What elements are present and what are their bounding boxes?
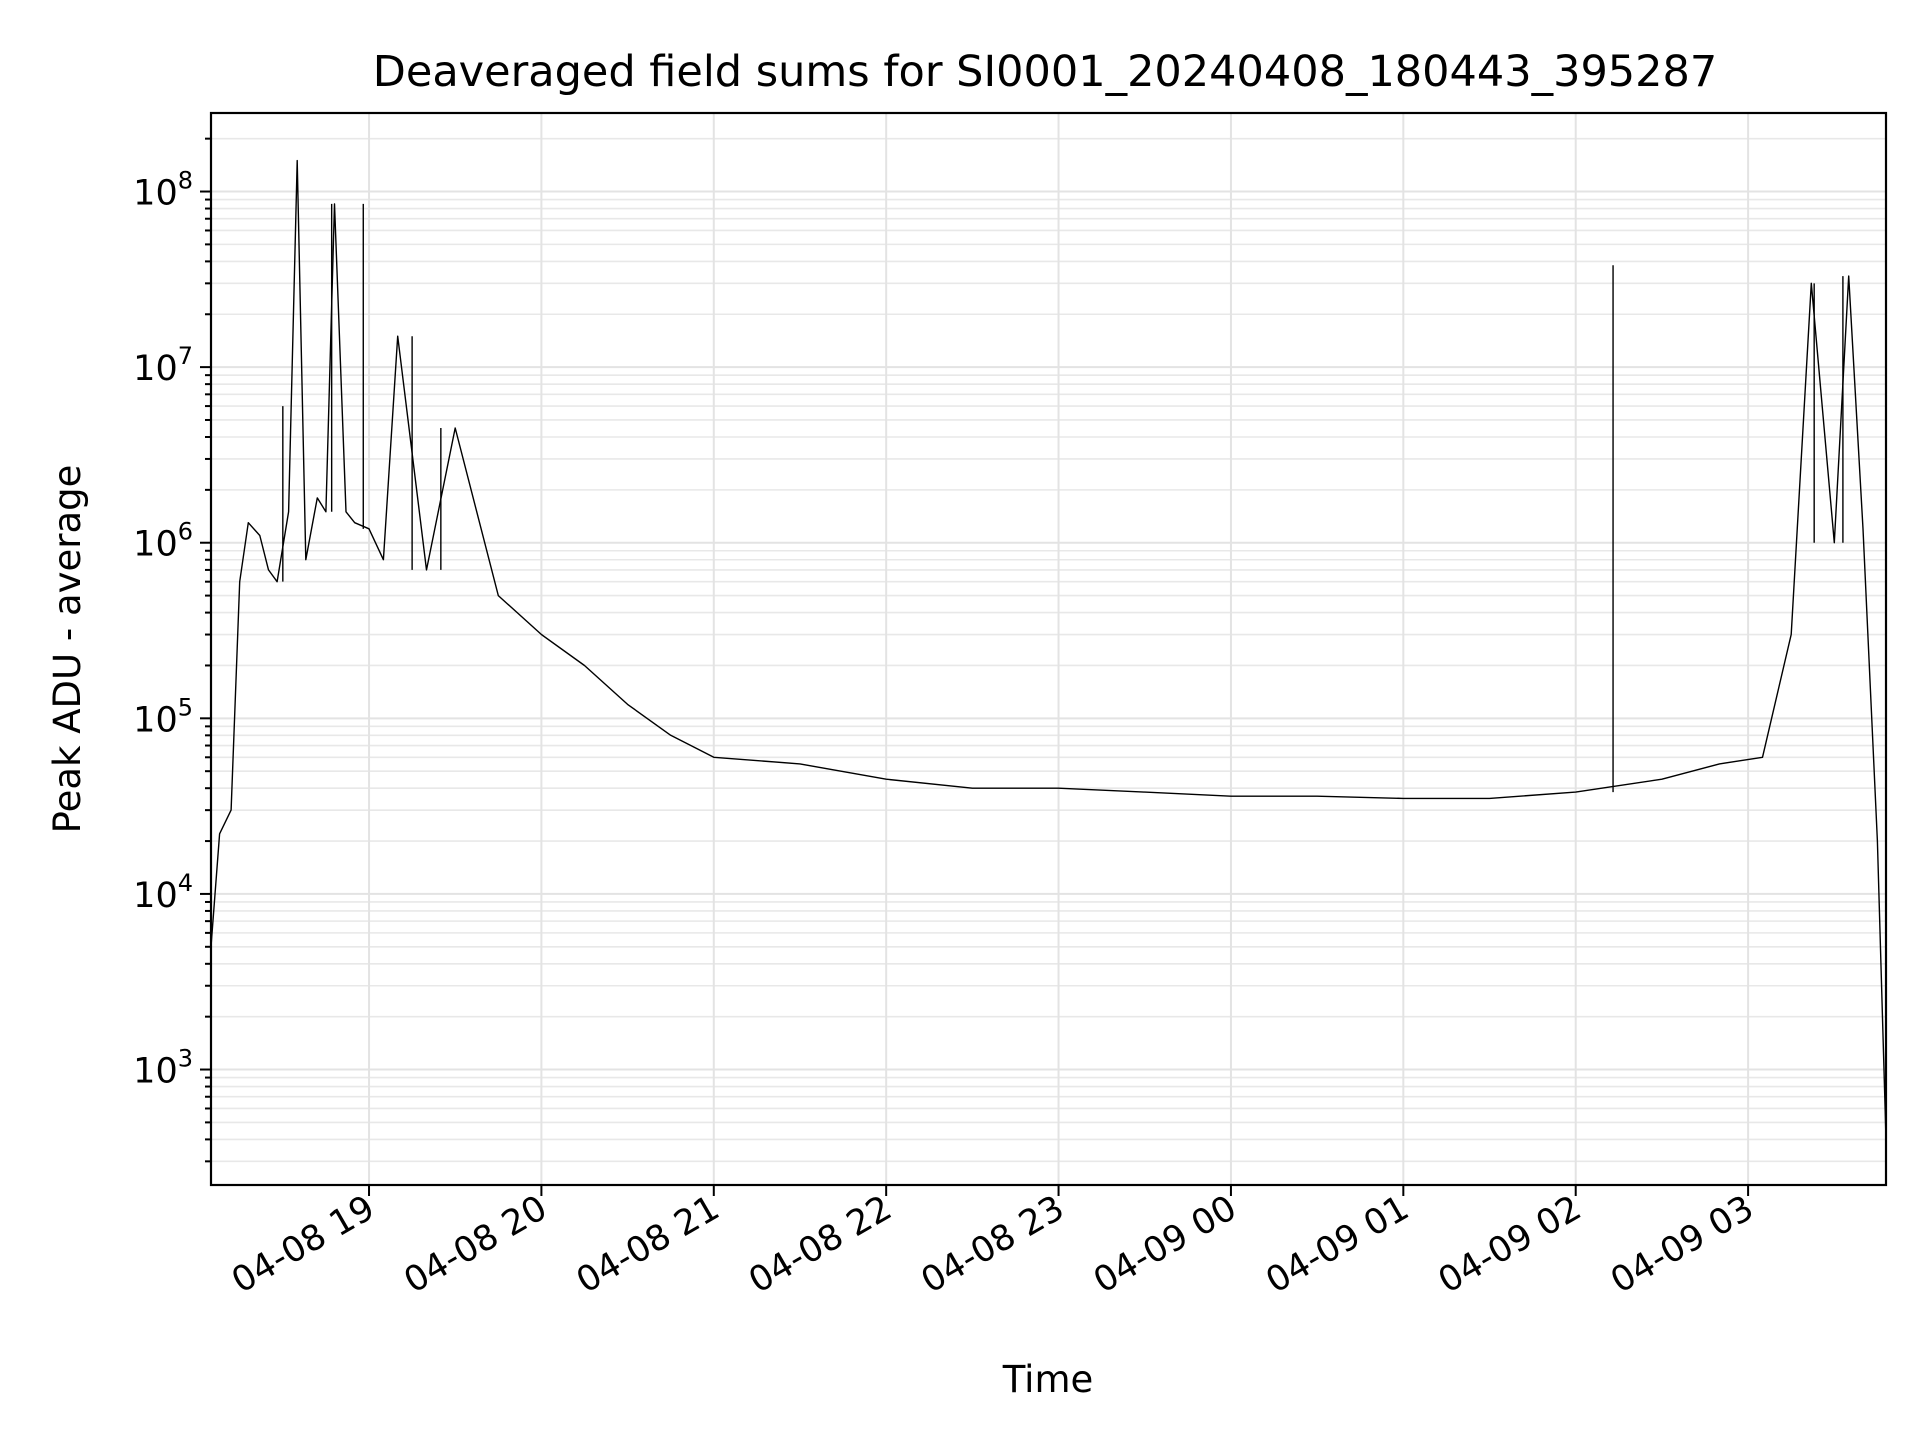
plot-frame [209, 111, 1888, 1187]
y-tick-label: 107 [133, 342, 193, 389]
y-tick-label: 105 [133, 693, 193, 740]
x-axis-label: Time [1002, 1358, 1094, 1401]
x-tick-label: 04-08 20 [398, 1188, 554, 1301]
y-tick-label: 106 [133, 518, 193, 565]
y-axis-label: Peak ADU - average [46, 465, 89, 834]
x-tick-label: 04-09 02 [1432, 1188, 1588, 1301]
x-axis: 04-08 19 04-08 20 04-08 21 04-08 22 04-08 23… [225, 1185, 1761, 1301]
y-axis: 103 104 105 106 107 108 [133, 137, 211, 1163]
x-tick-label: 04-09 01 [1260, 1188, 1416, 1301]
chart-title: Deaveraged field sums for SI0001_2024040… [373, 47, 1718, 97]
x-tick-label: 04-08 22 [742, 1188, 898, 1301]
series-lines [210, 159, 1887, 1140]
x-tick-label: 04-09 00 [1087, 1188, 1243, 1301]
y-tick-label: 104 [133, 869, 193, 916]
series-line [210, 159, 1887, 1140]
y-tick-label: 103 [133, 1045, 193, 1092]
x-tick-label: 04-08 23 [915, 1188, 1071, 1301]
x-tick-label: 04-08 21 [570, 1188, 726, 1301]
y-tick-label: 108 [133, 167, 193, 214]
x-tick-label: 04-09 03 [1604, 1188, 1760, 1301]
grid [211, 113, 1886, 1185]
x-tick-label: 04-08 19 [225, 1188, 381, 1301]
